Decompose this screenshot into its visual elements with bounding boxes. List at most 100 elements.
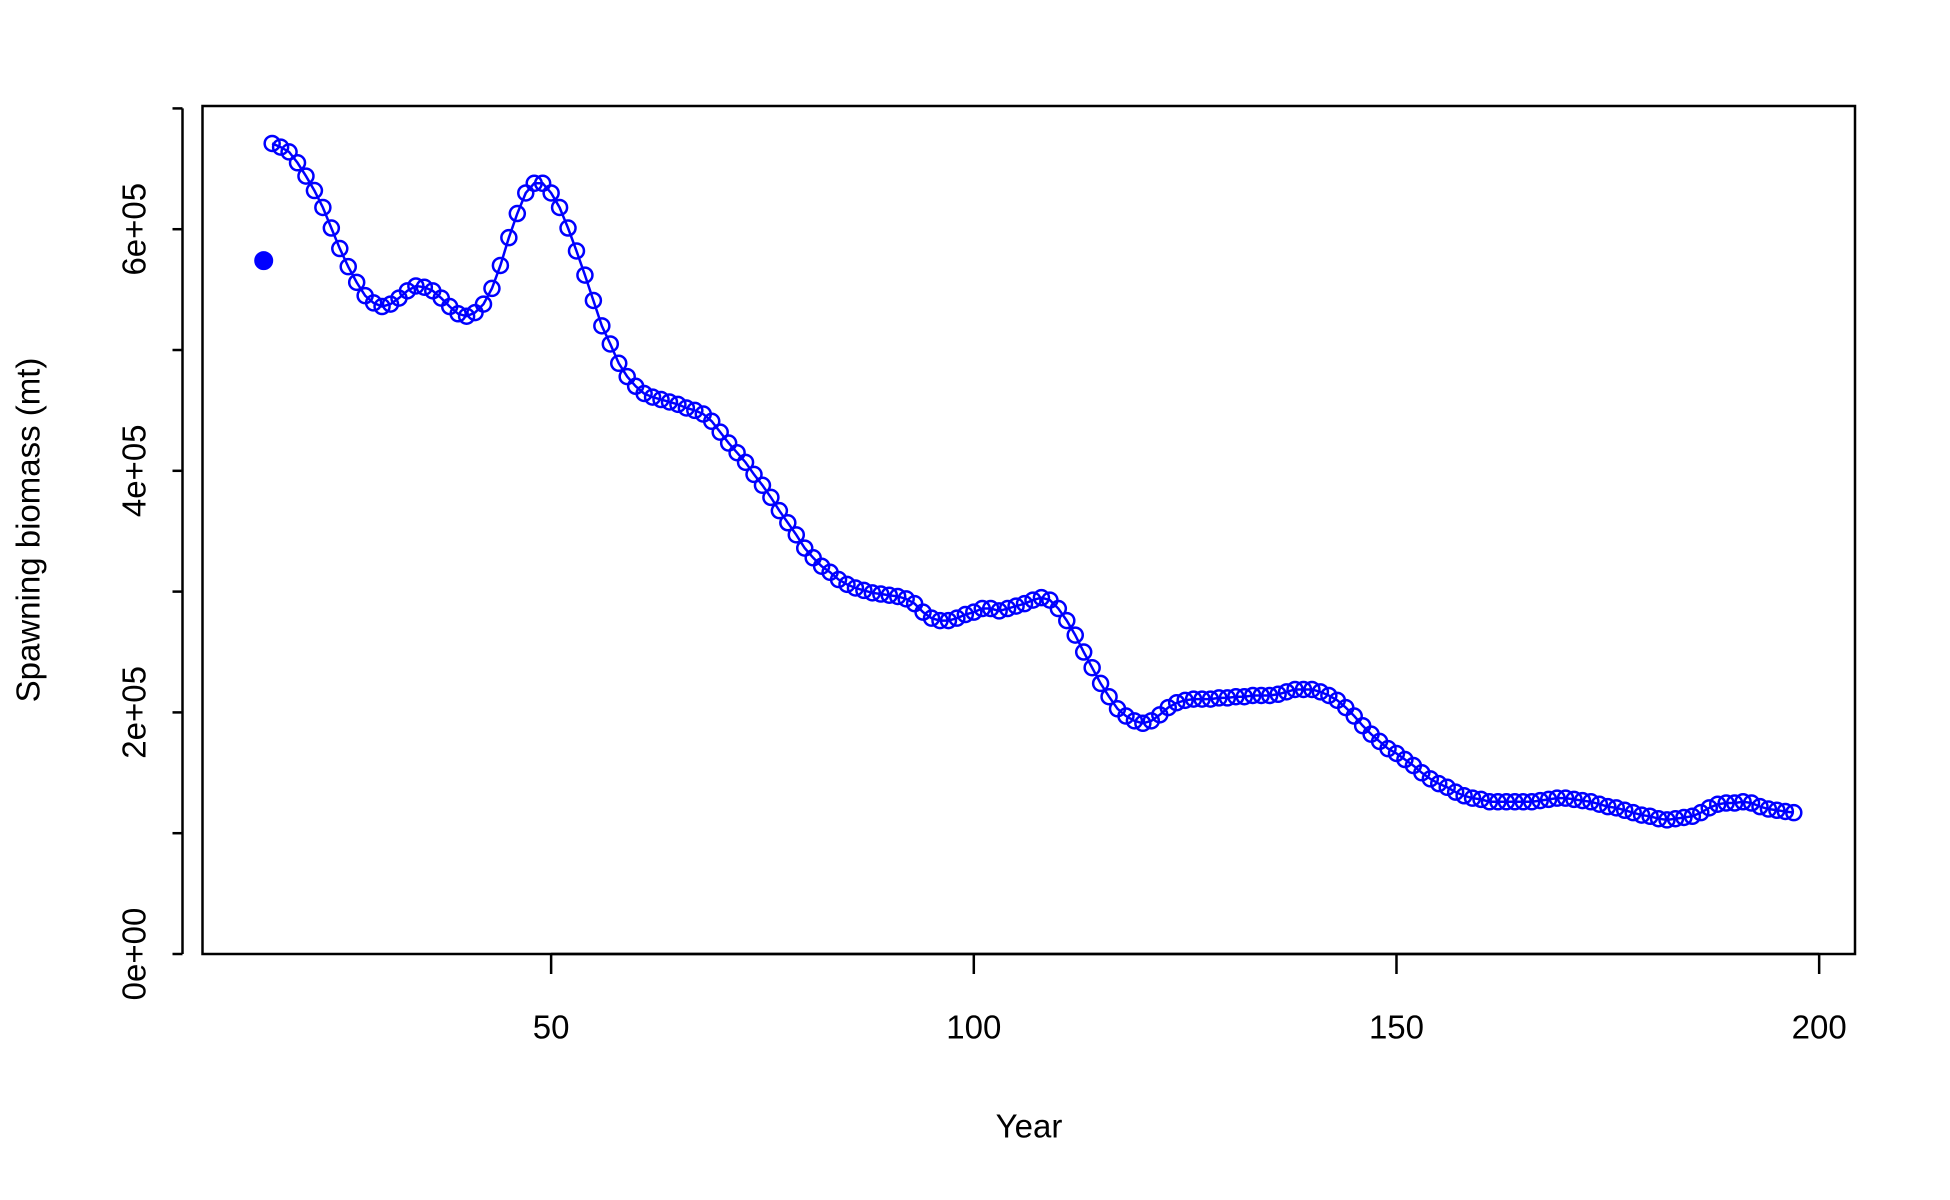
data-point	[1117, 707, 1135, 725]
data-point	[1184, 690, 1203, 708]
data-point	[779, 514, 797, 532]
data-point	[686, 401, 704, 420]
data-point	[398, 282, 417, 300]
data-point	[415, 278, 434, 296]
data-point	[1286, 680, 1304, 699]
data-point	[1700, 799, 1719, 817]
y-axis-label: Spawning biomass (mt)	[10, 358, 47, 703]
data-point	[702, 412, 721, 431]
x-tick-label: 100	[946, 1009, 1001, 1046]
data-point	[880, 586, 899, 604]
data-point	[567, 242, 586, 260]
data-point	[1539, 790, 1558, 809]
data-point	[610, 354, 628, 373]
data-point	[542, 184, 560, 202]
data-point	[1624, 803, 1642, 822]
data-point	[1176, 691, 1194, 710]
data-point	[1320, 686, 1338, 705]
data-point	[1725, 794, 1744, 812]
data-point	[643, 388, 662, 406]
data-point	[1421, 770, 1440, 788]
data-point	[500, 228, 518, 247]
data-point	[1303, 680, 1321, 699]
data-point	[1522, 793, 1541, 811]
data-point	[373, 297, 391, 316]
data-point	[1227, 687, 1245, 706]
data-point	[652, 390, 670, 409]
data-point	[736, 453, 755, 472]
data-point	[1429, 774, 1448, 793]
data-point	[829, 570, 848, 589]
data-point	[1167, 693, 1186, 712]
data-point	[364, 294, 383, 312]
data-point	[838, 575, 856, 594]
data-point	[1049, 599, 1068, 618]
data-point	[1506, 793, 1524, 811]
data-point	[1066, 626, 1084, 644]
data-point	[1497, 793, 1516, 811]
data-point	[491, 256, 510, 275]
data-point	[1658, 811, 1676, 829]
data-point	[1632, 806, 1651, 824]
data-point	[1311, 683, 1330, 701]
data-point	[550, 198, 569, 217]
data-point	[1768, 801, 1786, 820]
data-point	[1252, 686, 1270, 705]
series-line	[271, 142, 1794, 822]
data-point	[1531, 791, 1549, 810]
data-point	[1100, 687, 1118, 706]
data-point	[1210, 689, 1228, 707]
data-point	[1675, 808, 1693, 827]
data-point	[1590, 795, 1609, 813]
data-point	[863, 584, 882, 602]
data-point	[1776, 802, 1795, 821]
data-point	[508, 204, 527, 223]
data-point	[474, 295, 493, 313]
data-point	[745, 465, 763, 484]
data-point	[1159, 698, 1177, 717]
data-point	[271, 138, 290, 156]
data-point	[660, 393, 679, 411]
data-point	[1125, 712, 1144, 730]
data-point	[1692, 803, 1710, 822]
data-point	[483, 279, 501, 298]
data-point	[449, 305, 467, 323]
y-tick-label: 6e+05	[116, 183, 153, 276]
data-point	[1641, 807, 1659, 826]
data-point	[297, 167, 315, 185]
data-point	[347, 273, 366, 292]
data-point	[1573, 791, 1592, 810]
data-point	[1235, 687, 1254, 706]
x-tick-label: 50	[533, 1009, 570, 1046]
data-point	[1463, 789, 1482, 807]
data-point	[897, 590, 915, 608]
data-point	[1007, 597, 1025, 615]
data-point	[973, 599, 992, 618]
data-point	[1091, 674, 1110, 693]
data-point	[762, 488, 780, 507]
data-point	[1717, 794, 1735, 812]
data-point	[1489, 793, 1507, 811]
data-point	[339, 257, 357, 276]
data-point	[322, 219, 341, 237]
data-point	[1548, 789, 1566, 807]
data-point	[711, 423, 729, 441]
data-point	[1480, 793, 1499, 811]
data-point	[1649, 809, 1668, 828]
data-point	[677, 399, 696, 417]
data-point	[787, 526, 806, 544]
y-tick-label: 2e+05	[116, 666, 153, 759]
plot-box	[201, 104, 1857, 956]
data-point	[263, 134, 281, 153]
x-tick-label: 200	[1792, 1009, 1847, 1046]
data-point	[305, 181, 324, 200]
data-point	[1599, 797, 1617, 816]
data-point	[1438, 778, 1456, 797]
data-point	[635, 384, 653, 403]
data-point	[331, 239, 349, 258]
data-point	[948, 609, 966, 627]
data-point	[922, 609, 941, 627]
data-point	[1058, 611, 1076, 630]
data-point	[593, 317, 611, 335]
data-point	[939, 611, 958, 630]
